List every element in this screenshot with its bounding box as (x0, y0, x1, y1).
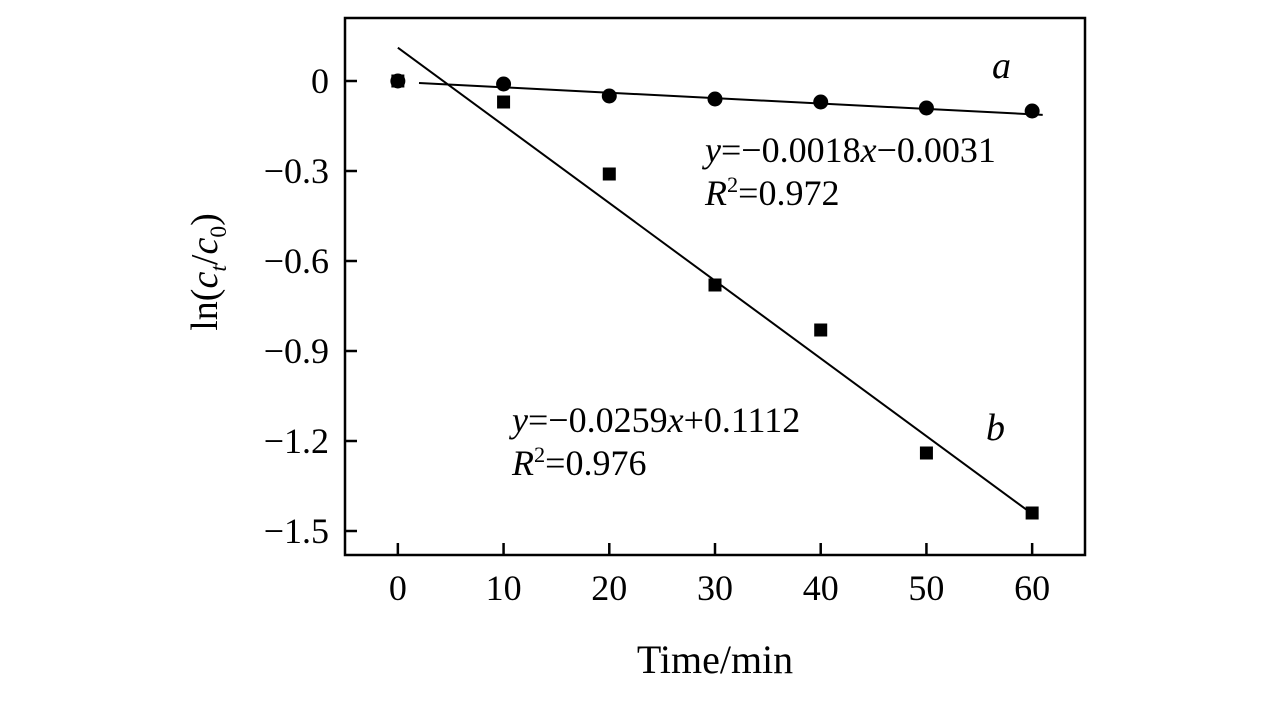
svg-text:10: 10 (486, 568, 522, 608)
fit-equation-a-text: y=−0.0018x−0.0031 (705, 130, 996, 170)
y-axis-label-slash: / (184, 254, 227, 266)
y-axis-label-sub-0: 0 (205, 225, 232, 238)
svg-text:20: 20 (591, 568, 627, 608)
series-label-b: b (986, 407, 1005, 449)
svg-text:40: 40 (803, 568, 839, 608)
fit-r2-b-text: R2=0.976 (512, 441, 647, 483)
svg-text:−0.9: −0.9 (264, 331, 329, 371)
svg-text:−0.3: −0.3 (264, 151, 329, 191)
y-axis-label-close: ) (184, 213, 227, 226)
svg-text:−1.2: −1.2 (264, 421, 329, 461)
y-axis-label-ln: ln( (184, 288, 227, 331)
y-axis-label-c1: c (184, 271, 227, 289)
series-label-a: a (992, 45, 1011, 87)
svg-text:−0.6: −0.6 (264, 241, 329, 281)
x-axis-label: Time/min (636, 637, 794, 682)
svg-text:−1.5: −1.5 (264, 511, 329, 551)
svg-text:30: 30 (697, 568, 733, 608)
svg-text:60: 60 (1014, 568, 1050, 608)
svg-text:50: 50 (908, 568, 944, 608)
svg-text:0: 0 (389, 568, 407, 608)
fit-equation-b-text: y=−0.0259x+0.1112 (512, 400, 801, 440)
y-axis-label-sub-t: t (205, 265, 232, 272)
fit-equation-a: y=−0.0018x−0.0031 R2=0.972 (705, 130, 996, 215)
fit-r2-a-text: R2=0.972 (705, 171, 840, 213)
fit-equation-b: y=−0.0259x+0.1112 R2=0.976 (512, 400, 800, 485)
y-axis-label-c2: c (184, 237, 227, 255)
svg-text:0: 0 (311, 61, 329, 101)
y-axis-label: ln(ct/c0) (183, 213, 233, 331)
